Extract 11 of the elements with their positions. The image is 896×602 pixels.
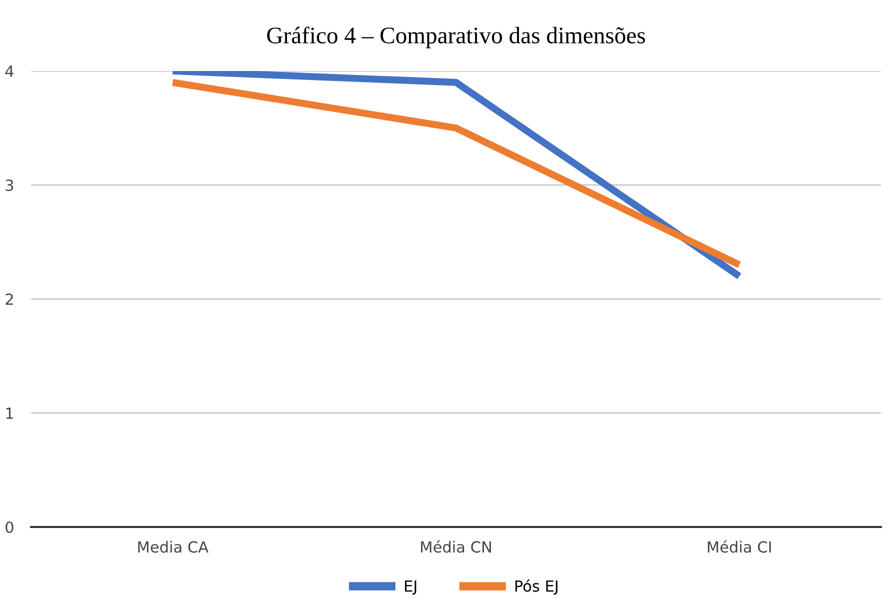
y-tick-label: 3 (6, 179, 14, 192)
y-tick-label: 2 (6, 293, 13, 305)
y-tick-label: 4 (5, 66, 14, 77)
legend-label: Pós EJ (515, 579, 558, 595)
y-tick-label: 0 (6, 521, 14, 534)
x-tick-label: Media CA (138, 540, 208, 553)
x-tick-label: Média CI (708, 540, 771, 553)
chart-title: Gráfico 4 – Comparativo das dimensões (267, 26, 645, 48)
legend-label: EJ (405, 580, 416, 595)
x-tick-label: Média CN (421, 540, 491, 553)
y-tick-label: 1 (6, 408, 13, 419)
